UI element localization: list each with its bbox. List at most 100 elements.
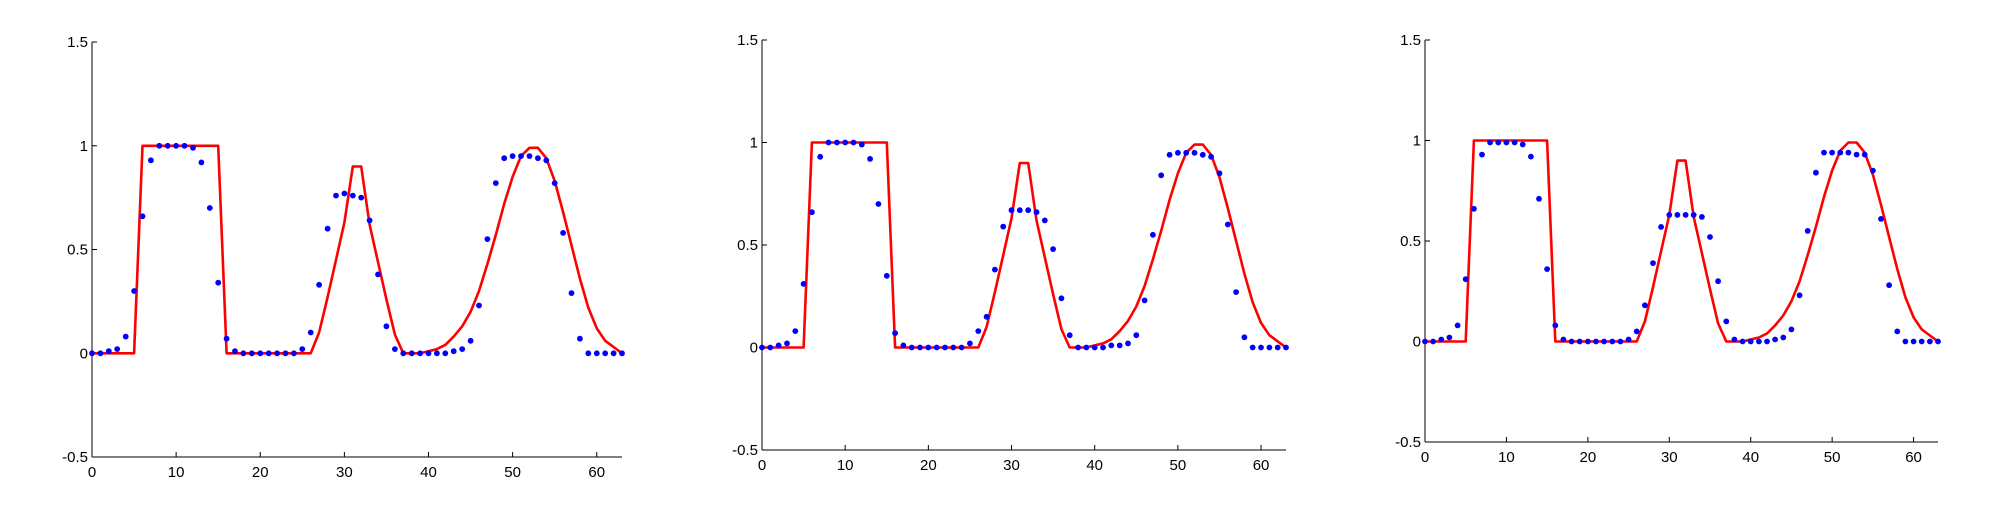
y-tick-label: 0.5	[737, 237, 758, 254]
y-tick-label: 1.5	[737, 32, 758, 49]
data-point	[1861, 151, 1868, 158]
data-point	[1430, 338, 1436, 345]
x-tick-label: 0	[758, 457, 766, 474]
data-point	[1528, 153, 1534, 160]
data-point	[1747, 338, 1754, 345]
data-point	[274, 350, 280, 357]
data-point	[1625, 336, 1632, 343]
data-point	[867, 156, 873, 162]
data-point	[817, 153, 824, 160]
data-point	[1650, 260, 1656, 266]
data-point	[1845, 149, 1852, 156]
y-tick-label: -0.5	[1395, 434, 1421, 451]
data-point	[366, 217, 373, 224]
data-point	[1731, 336, 1738, 343]
data-point	[1552, 322, 1559, 329]
y-tick-label: -0.5	[62, 449, 88, 466]
data-point	[610, 350, 617, 357]
data-point	[1780, 334, 1787, 341]
data-point	[1249, 344, 1256, 351]
data-point	[333, 192, 339, 199]
data-point	[1241, 334, 1248, 341]
data-point	[1902, 338, 1909, 345]
data-point	[1886, 282, 1892, 289]
data-point	[526, 153, 533, 160]
data-point	[1283, 344, 1289, 351]
data-point	[983, 313, 990, 320]
data-point	[1100, 344, 1106, 351]
x-tick-label: 20	[920, 457, 937, 474]
x-tick-label: 50	[1170, 457, 1187, 474]
data-point	[425, 350, 432, 357]
data-point	[190, 144, 196, 151]
data-point	[967, 340, 973, 347]
y-tick-label: 1	[750, 135, 758, 152]
data-point	[1033, 209, 1040, 216]
data-point	[602, 350, 609, 357]
data-point	[1208, 153, 1214, 160]
data-point	[577, 335, 583, 342]
data-point	[97, 350, 104, 357]
x-tick-label: 60	[588, 464, 605, 481]
data-point	[767, 344, 774, 351]
data-point	[1150, 231, 1156, 238]
data-point	[122, 333, 129, 340]
data-point	[800, 281, 807, 287]
data-point	[173, 142, 180, 149]
data-point	[958, 344, 965, 351]
data-point	[400, 350, 407, 357]
data-point	[933, 344, 940, 351]
data-point	[1083, 344, 1090, 351]
data-point	[1258, 344, 1264, 351]
data-point	[105, 348, 112, 355]
data-point	[1233, 289, 1239, 295]
data-point	[1593, 338, 1599, 345]
data-point	[434, 350, 440, 357]
x-tick-label: 10	[1498, 449, 1515, 466]
data-point	[198, 159, 205, 166]
data-point	[1487, 139, 1493, 146]
data-point	[1224, 221, 1231, 228]
data-point	[1050, 246, 1056, 253]
data-point	[1560, 336, 1567, 343]
data-point	[1642, 302, 1648, 309]
data-point	[1601, 338, 1607, 345]
data-point	[501, 155, 508, 162]
data-point	[1633, 328, 1640, 335]
x-tick-label: 20	[252, 464, 269, 481]
data-point	[307, 329, 314, 336]
data-point	[593, 350, 600, 357]
x-tick-label: 40	[1742, 449, 1759, 466]
data-point	[560, 230, 566, 236]
data-point	[1617, 338, 1624, 345]
y-tick-label: 1.5	[67, 34, 88, 51]
data-point	[408, 350, 415, 357]
data-point	[809, 209, 815, 216]
data-point	[1739, 338, 1746, 345]
reference-line-middle	[762, 141, 1287, 349]
data-point	[181, 142, 188, 149]
data-point	[484, 236, 491, 243]
data-point	[1723, 318, 1730, 325]
data-point	[619, 350, 625, 357]
data-point	[1894, 328, 1901, 335]
data-point	[1853, 151, 1860, 158]
data-point	[1935, 338, 1941, 345]
data-point	[509, 153, 516, 160]
data-point	[917, 344, 923, 351]
data-point	[908, 344, 915, 351]
data-point	[1910, 338, 1917, 345]
data-point	[535, 155, 541, 162]
data-point	[568, 290, 575, 296]
data-point	[1609, 338, 1616, 345]
data-point	[1796, 292, 1803, 299]
data-point	[139, 213, 146, 220]
data-point	[1166, 151, 1173, 158]
data-point	[1756, 338, 1762, 345]
y-tick-label: 1.5	[1400, 32, 1421, 49]
data-point	[1707, 234, 1713, 240]
data-point	[1918, 338, 1925, 345]
data-point	[341, 190, 348, 197]
data-point	[492, 180, 499, 187]
chart-panel-right: -0.500.511.50 10 20 30 40 50 60	[1395, 32, 1941, 466]
